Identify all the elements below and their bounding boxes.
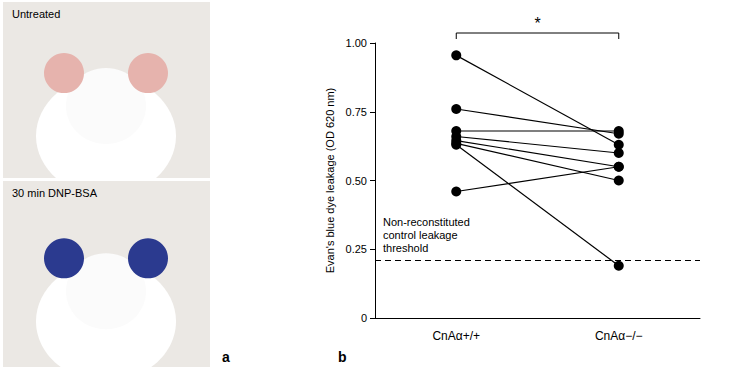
svg-text:30 min DNP-BSA: 30 min DNP-BSA (12, 187, 98, 199)
svg-text:*: * (534, 15, 540, 32)
svg-text:b: b (338, 349, 347, 365)
svg-text:Non-reconstituted: Non-reconstituted (383, 216, 470, 228)
svg-text:0.50: 0.50 (346, 175, 367, 187)
svg-text:a: a (222, 349, 230, 365)
svg-text:CnAα+/+: CnAα+/+ (432, 329, 480, 343)
svg-text:Evan's blue dye leakage (OD 62: Evan's blue dye leakage (OD 620 nm) (324, 88, 336, 274)
svg-text:control leakage: control leakage (383, 229, 458, 241)
svg-text:1.00: 1.00 (346, 37, 367, 49)
svg-text:threshold: threshold (383, 242, 428, 254)
svg-text:0.25: 0.25 (346, 243, 367, 255)
svg-text:0.75: 0.75 (346, 106, 367, 118)
svg-text:0: 0 (361, 312, 367, 324)
svg-text:Untreated: Untreated (12, 8, 60, 20)
svg-text:CnAα−/−: CnAα−/− (595, 329, 643, 343)
